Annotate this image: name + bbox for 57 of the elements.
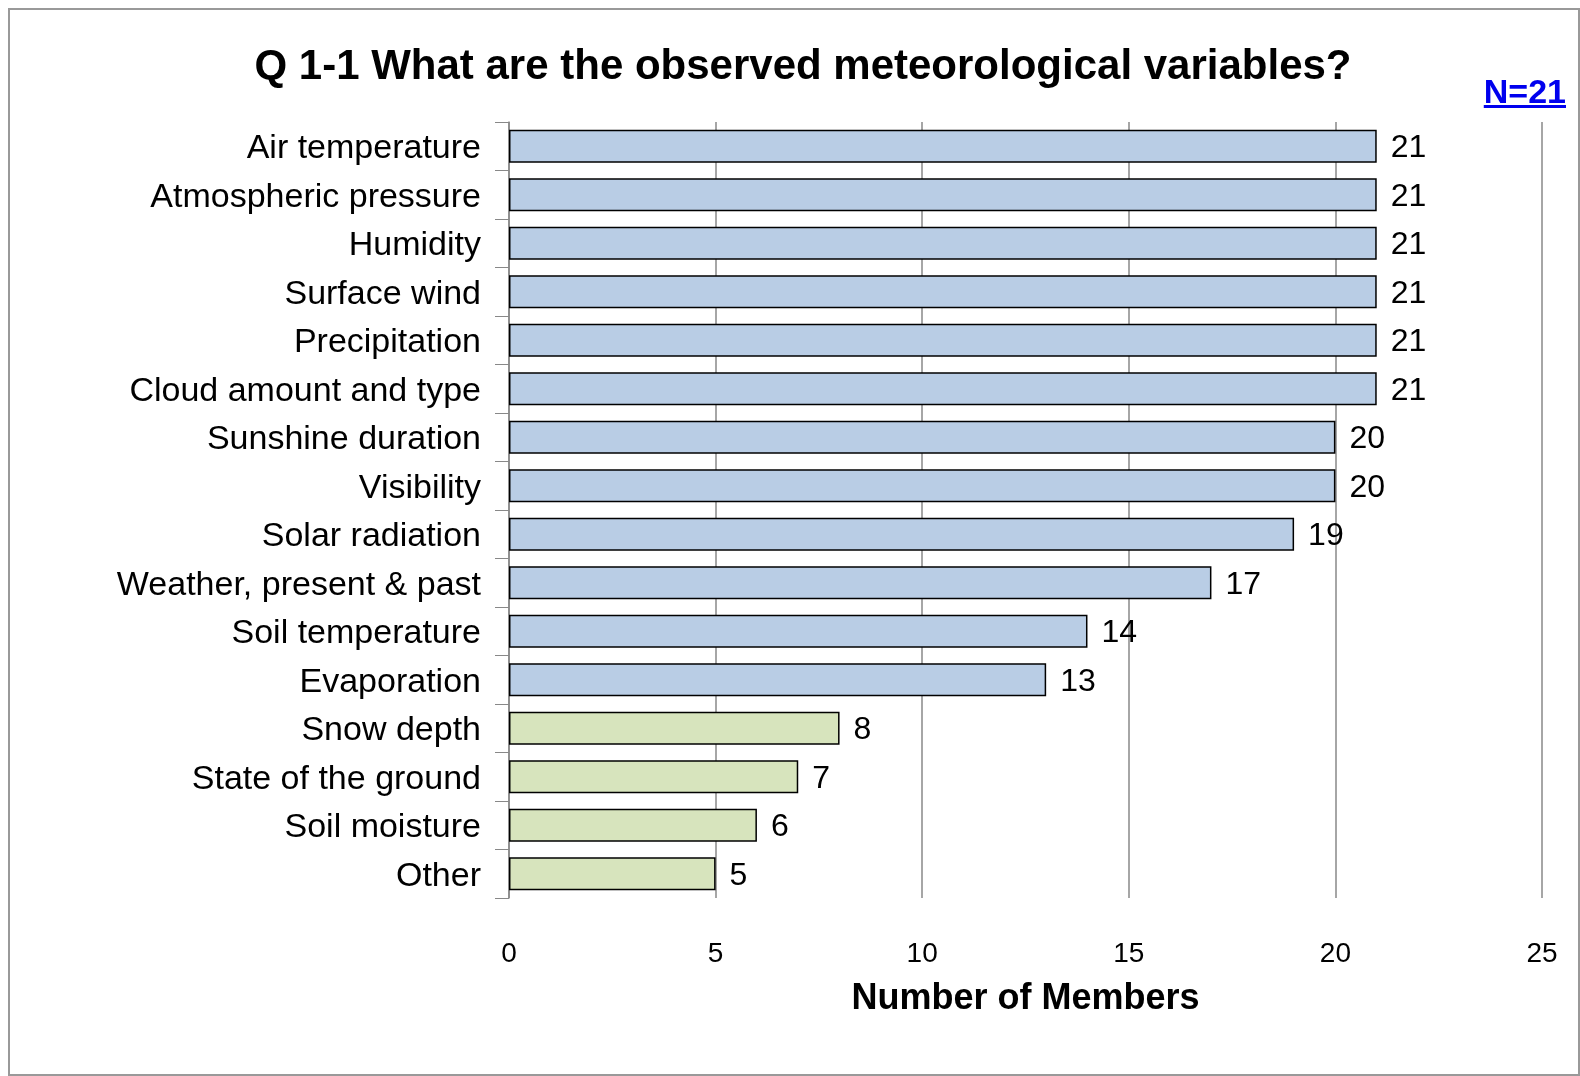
text: N=21: [1483, 72, 1566, 111]
data-label: 8: [853, 710, 872, 747]
bar: [509, 420, 1336, 454]
bar: [509, 469, 1336, 503]
bar: [509, 517, 1295, 551]
data-label: 20: [1349, 467, 1385, 504]
y-tick-label: Solar radiation: [261, 515, 481, 554]
y-tick-label: Visibility: [358, 466, 481, 505]
x-tick-label: 5: [707, 936, 724, 968]
data-label: 21: [1390, 128, 1427, 165]
y-tick-label: Cloud amount and type: [129, 369, 481, 408]
data-label: 21: [1390, 225, 1427, 262]
bar: [509, 372, 1377, 406]
bar: [509, 711, 840, 745]
y-tick-label: Other: [395, 854, 481, 893]
data-label: 14: [1101, 613, 1138, 650]
bar: [509, 760, 799, 794]
data-label: 21: [1390, 370, 1427, 407]
x-tick-label: 10: [906, 936, 938, 968]
bar: [509, 566, 1212, 600]
y-tick-label: Soil moisture: [284, 806, 481, 845]
y-tick-label: State of the ground: [191, 757, 481, 796]
y-tick-label: Surface wind: [284, 272, 481, 311]
y-tick-label: Atmospheric pressure: [150, 175, 481, 214]
data-label: 6: [770, 807, 789, 844]
x-tick-label: 15: [1113, 936, 1145, 968]
y-tick-label: Precipitation: [293, 321, 481, 360]
data-label: 7: [812, 758, 831, 795]
bar: [509, 178, 1377, 212]
bar: [509, 614, 1088, 648]
x-tick-label: 0: [501, 936, 517, 968]
data-label: 5: [729, 855, 748, 892]
x-tick-label: 20: [1319, 936, 1351, 968]
bar: [509, 808, 757, 842]
data-label: 17: [1225, 564, 1262, 601]
bar: [509, 129, 1377, 163]
bar: [509, 275, 1377, 309]
data-label: 19: [1308, 516, 1344, 553]
data-label: 13: [1060, 661, 1096, 698]
data-label: 21: [1390, 176, 1427, 213]
x-axis-title: Number of Members: [851, 975, 1200, 1017]
bar: [509, 857, 716, 891]
bar: [509, 323, 1377, 357]
chart-title: Q 1-1 What are the observed meteorological variables?: [254, 40, 1352, 88]
x-tick-label: 25: [1526, 936, 1558, 968]
y-tick-label: Evaporation: [299, 660, 481, 699]
bar: [509, 663, 1047, 697]
y-tick-label: Humidity: [348, 224, 481, 263]
y-tick-label: Weather, present & past: [116, 563, 482, 602]
y-tick-label: Air temperature: [246, 127, 481, 166]
y-tick-label: Soil temperature: [231, 612, 481, 651]
data-label: 21: [1390, 322, 1427, 359]
bar: [509, 226, 1377, 260]
y-tick-label: Snow depth: [301, 709, 481, 748]
y-tick-label: Sunshine duration: [206, 418, 481, 457]
data-label: 21: [1390, 273, 1427, 310]
data-label: 20: [1349, 419, 1385, 456]
